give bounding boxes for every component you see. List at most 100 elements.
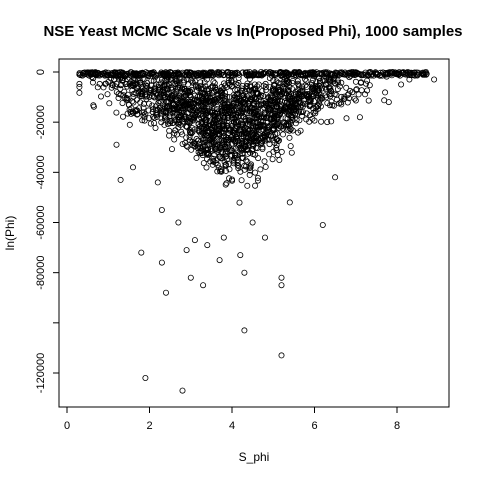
data-point [137, 99, 144, 106]
data-point [192, 82, 199, 89]
data-point [362, 91, 369, 98]
x-tick-label: 0 [64, 420, 70, 432]
data-point [160, 70, 167, 77]
data-point [228, 102, 235, 109]
data-point [169, 109, 176, 116]
data-point [406, 76, 413, 83]
data-point [195, 120, 202, 127]
data-point [262, 163, 269, 170]
data-point [313, 78, 320, 85]
data-point [159, 88, 166, 95]
data-point [173, 104, 180, 111]
data-point [112, 70, 119, 77]
data-point [208, 90, 215, 97]
data-point [272, 105, 279, 112]
data-point [277, 80, 284, 87]
data-point [278, 274, 285, 281]
data-point [149, 102, 156, 109]
data-point [217, 168, 224, 175]
points-layer [76, 69, 438, 394]
data-point [133, 72, 140, 79]
data-point [334, 86, 341, 93]
data-point [156, 85, 163, 92]
data-point [124, 91, 131, 98]
data-point [294, 80, 301, 87]
data-point [90, 102, 97, 109]
data-point [134, 111, 141, 118]
data-point [241, 162, 248, 169]
data-point [254, 114, 261, 121]
data-point [109, 82, 116, 89]
data-point [94, 84, 101, 91]
data-point [216, 257, 223, 264]
data-point [391, 70, 398, 77]
data-point [219, 86, 226, 93]
data-point [229, 69, 236, 76]
data-point [226, 109, 233, 116]
data-point [234, 119, 241, 126]
data-point [96, 80, 103, 87]
data-point [190, 100, 197, 107]
data-point [229, 147, 236, 154]
data-point [332, 80, 339, 87]
data-point [288, 149, 295, 156]
data-point [328, 90, 335, 97]
data-point [104, 91, 111, 98]
data-point [341, 95, 348, 102]
data-point [202, 126, 209, 133]
data-point [171, 136, 178, 143]
data-point [210, 78, 217, 85]
data-point [208, 127, 215, 134]
data-point [178, 128, 185, 135]
data-point [129, 164, 136, 171]
data-point [244, 182, 251, 189]
data-point [171, 130, 178, 137]
data-point [123, 80, 130, 87]
data-point [280, 106, 287, 113]
data-point [241, 327, 248, 334]
data-point [299, 71, 306, 78]
data-point [241, 269, 248, 276]
data-point [231, 154, 238, 161]
data-point [89, 79, 96, 86]
chart-title: NSE Yeast MCMC Scale vs ln(Proposed Phi)… [43, 23, 462, 40]
data-point [123, 94, 130, 101]
data-point [221, 144, 228, 151]
data-point [129, 80, 136, 87]
data-point [139, 117, 146, 124]
data-point [238, 120, 245, 127]
data-point [226, 81, 233, 88]
data-point [289, 77, 296, 84]
data-point [282, 115, 289, 122]
data-point [250, 109, 257, 116]
data-point [282, 79, 289, 86]
data-point [260, 71, 267, 78]
data-point [161, 121, 168, 128]
data-point [261, 109, 268, 116]
data-point [225, 126, 232, 133]
data-point [138, 91, 145, 98]
data-point [317, 103, 324, 110]
data-point [128, 78, 135, 85]
data-point [309, 91, 316, 98]
data-point [205, 88, 212, 95]
data-point [220, 129, 227, 136]
data-point [160, 92, 167, 99]
data-point [152, 125, 159, 132]
data-point [343, 115, 350, 122]
data-point [193, 154, 200, 161]
data-point [113, 141, 120, 148]
data-point [240, 121, 247, 128]
data-point [176, 71, 183, 78]
data-point [132, 108, 139, 115]
data-point [242, 115, 249, 122]
data-point [238, 106, 245, 113]
data-point [312, 108, 319, 115]
data-point [355, 91, 362, 98]
data-point [264, 124, 271, 131]
data-point [88, 74, 95, 81]
data-point [239, 100, 246, 107]
data-point [197, 106, 204, 113]
data-point [175, 100, 182, 107]
data-point [157, 70, 164, 77]
